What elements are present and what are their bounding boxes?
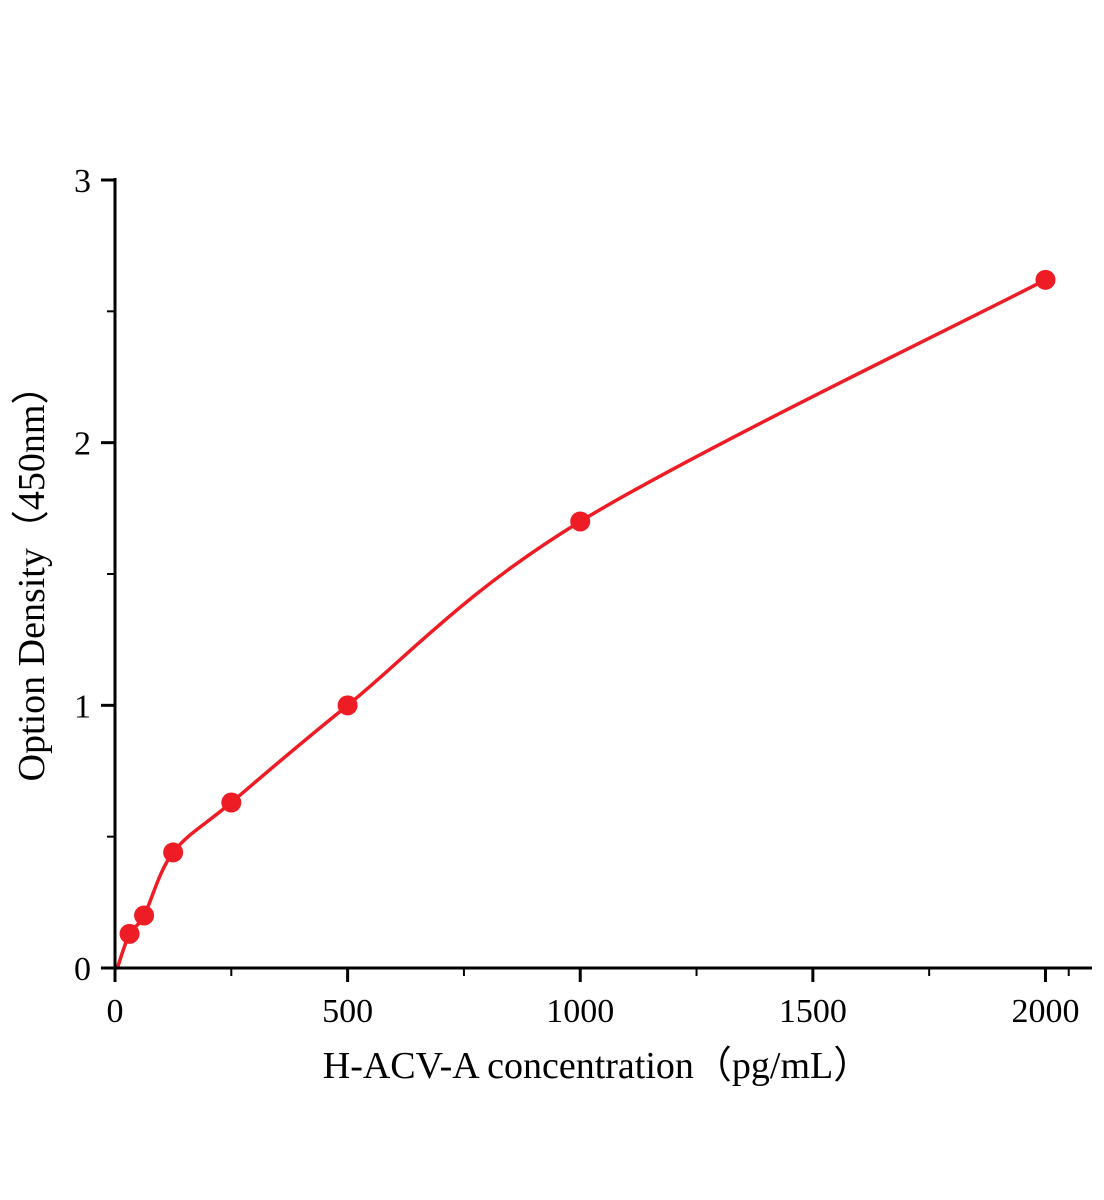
y-axis-title: Option Density（450nm）: [11, 367, 53, 782]
x-tick-label: 1500: [779, 993, 847, 1030]
data-point: [1035, 269, 1056, 290]
x-tick-label: 0: [107, 993, 124, 1030]
data-point: [221, 792, 242, 813]
chart-plot-area: 0 500 1000 1500 2000 0 1 2 3: [74, 163, 1079, 1030]
y-tick-label: 3: [74, 163, 91, 200]
x-axis-title: H-ACV-A concentration（pg/mL）: [323, 1045, 871, 1087]
y-tick-label: 1: [74, 688, 91, 725]
x-tick-label: 1000: [546, 993, 614, 1030]
x-tick-label: 500: [322, 993, 373, 1030]
data-point: [570, 511, 591, 532]
data-point: [163, 842, 184, 863]
x-tick-label: 2000: [1011, 993, 1079, 1030]
standard-curve-line: [115, 278, 1048, 970]
y-tick-label: 0: [74, 951, 91, 988]
data-point: [337, 695, 358, 716]
data-point: [134, 905, 155, 926]
y-tick-label: 2: [74, 426, 91, 463]
data-point: [119, 923, 140, 944]
